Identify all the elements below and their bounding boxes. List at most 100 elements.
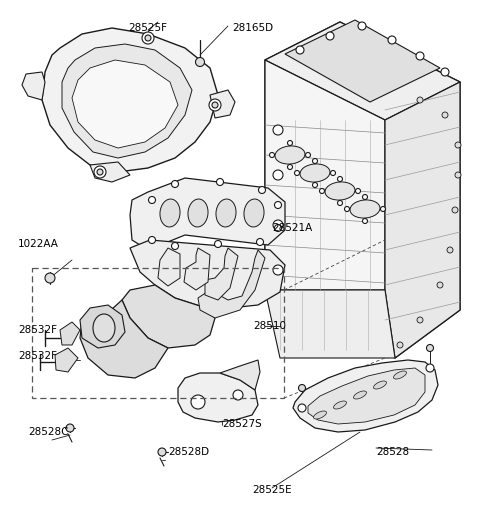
Circle shape — [66, 424, 74, 432]
Ellipse shape — [244, 199, 264, 227]
Circle shape — [275, 225, 281, 231]
Polygon shape — [265, 290, 395, 358]
Circle shape — [358, 22, 366, 30]
Text: 1022AA: 1022AA — [18, 239, 59, 249]
Circle shape — [148, 237, 156, 243]
Ellipse shape — [394, 371, 407, 379]
Polygon shape — [80, 300, 168, 378]
Circle shape — [331, 171, 336, 175]
Circle shape — [427, 344, 433, 352]
Ellipse shape — [373, 381, 386, 389]
Ellipse shape — [350, 200, 380, 218]
Text: 28525E: 28525E — [252, 485, 292, 495]
Circle shape — [305, 152, 311, 158]
Circle shape — [269, 152, 275, 158]
Text: 28528D: 28528D — [168, 447, 209, 457]
Circle shape — [326, 32, 334, 40]
Polygon shape — [72, 60, 178, 148]
Text: 28527S: 28527S — [222, 419, 262, 429]
Circle shape — [397, 342, 403, 348]
Circle shape — [356, 188, 360, 193]
Text: 28510: 28510 — [253, 321, 286, 331]
Circle shape — [273, 125, 283, 135]
Polygon shape — [220, 360, 260, 390]
Text: 28525F: 28525F — [129, 23, 168, 33]
Text: 28521A: 28521A — [272, 223, 312, 233]
Ellipse shape — [216, 199, 236, 227]
Circle shape — [455, 172, 461, 178]
Circle shape — [362, 218, 368, 224]
Circle shape — [171, 242, 179, 250]
Text: 28532F: 28532F — [18, 325, 57, 335]
Circle shape — [288, 140, 292, 146]
Circle shape — [145, 35, 151, 41]
Circle shape — [426, 364, 434, 372]
Circle shape — [256, 239, 264, 245]
Circle shape — [191, 395, 205, 409]
Circle shape — [337, 176, 343, 181]
Circle shape — [233, 390, 243, 400]
Polygon shape — [22, 72, 45, 100]
Polygon shape — [178, 373, 258, 422]
Polygon shape — [62, 44, 192, 158]
Polygon shape — [55, 348, 78, 372]
Polygon shape — [122, 285, 215, 348]
Text: 28528C: 28528C — [28, 427, 69, 437]
Polygon shape — [198, 250, 265, 318]
Polygon shape — [158, 248, 180, 286]
Circle shape — [216, 178, 224, 186]
Circle shape — [452, 207, 458, 213]
Polygon shape — [285, 20, 440, 102]
Ellipse shape — [160, 199, 180, 227]
Circle shape — [273, 265, 283, 275]
Circle shape — [312, 183, 317, 188]
Ellipse shape — [313, 411, 326, 419]
Circle shape — [97, 169, 103, 175]
Circle shape — [298, 404, 306, 412]
Polygon shape — [265, 60, 385, 290]
Polygon shape — [42, 28, 218, 172]
Circle shape — [209, 99, 221, 111]
Circle shape — [299, 384, 305, 392]
Circle shape — [259, 187, 265, 193]
Circle shape — [337, 201, 343, 205]
Circle shape — [215, 240, 221, 248]
Circle shape — [288, 164, 292, 170]
Circle shape — [447, 247, 453, 253]
Circle shape — [94, 166, 106, 178]
Bar — [32, 268, 284, 398]
Polygon shape — [184, 248, 210, 290]
Text: 28532F: 28532F — [18, 351, 57, 361]
Polygon shape — [308, 368, 425, 424]
Circle shape — [158, 448, 166, 456]
Circle shape — [275, 201, 281, 209]
Polygon shape — [293, 360, 438, 432]
Circle shape — [171, 180, 179, 188]
Circle shape — [417, 97, 423, 103]
Circle shape — [295, 171, 300, 175]
Circle shape — [441, 68, 449, 76]
Polygon shape — [80, 305, 125, 348]
Circle shape — [45, 273, 55, 283]
Circle shape — [381, 206, 385, 212]
Circle shape — [442, 112, 448, 118]
Text: 28528: 28528 — [376, 447, 409, 457]
Ellipse shape — [93, 314, 115, 342]
Circle shape — [320, 188, 324, 193]
Ellipse shape — [188, 199, 208, 227]
Circle shape — [273, 220, 283, 230]
Circle shape — [416, 52, 424, 60]
Text: 28165D: 28165D — [232, 23, 273, 33]
Circle shape — [195, 58, 204, 67]
Ellipse shape — [334, 401, 347, 409]
Polygon shape — [265, 22, 460, 120]
Polygon shape — [205, 248, 238, 300]
Circle shape — [296, 46, 304, 54]
Circle shape — [362, 194, 368, 200]
Polygon shape — [60, 322, 80, 345]
Circle shape — [273, 170, 283, 180]
Circle shape — [437, 282, 443, 288]
Circle shape — [417, 317, 423, 323]
Polygon shape — [130, 240, 285, 308]
Polygon shape — [210, 90, 235, 118]
